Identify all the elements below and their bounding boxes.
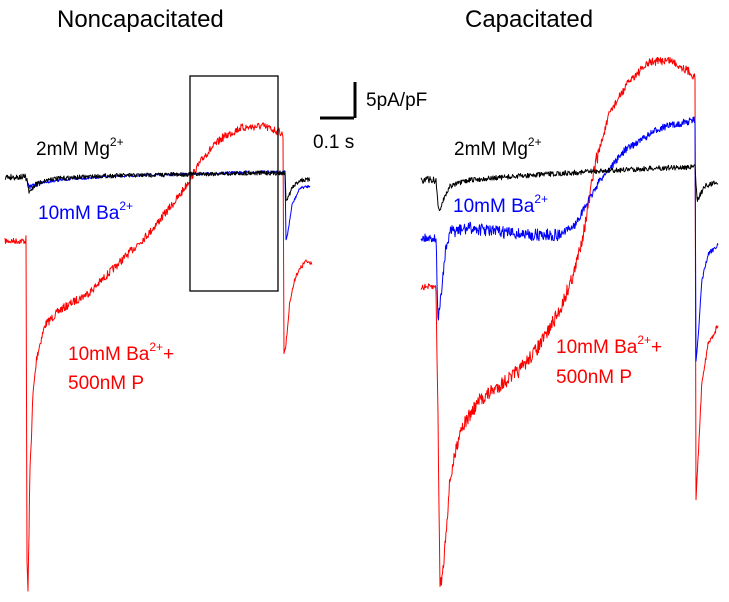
trace-left-mg bbox=[4, 170, 311, 202]
highlight-box bbox=[189, 75, 279, 292]
trace-left-bap bbox=[4, 122, 313, 592]
panel-noncapacitated bbox=[4, 122, 313, 592]
label-left-ba: 10mM Ba2+ bbox=[38, 199, 133, 224]
trace-right-mg bbox=[420, 164, 719, 212]
panel-capacitated bbox=[420, 56, 719, 588]
label-left-bap: 10mM Ba2++ bbox=[68, 340, 174, 365]
label-left-bap-line2: 500nM P bbox=[68, 373, 144, 394]
title-capacitated: Capacitated bbox=[465, 6, 593, 33]
scale-bar-time-label: 0.1 s bbox=[313, 132, 354, 153]
label-right-ba: 10mM Ba2+ bbox=[453, 192, 548, 217]
trace-right-ba bbox=[420, 116, 719, 362]
label-right-bap: 10mM Ba2++ bbox=[556, 333, 662, 358]
label-left-mg: 2mM Mg2+ bbox=[36, 135, 124, 160]
label-right-mg: 2mM Mg2+ bbox=[454, 135, 542, 160]
title-noncapacitated: Noncapacitated bbox=[57, 6, 224, 33]
scale-bar-current-label: 5pA/pF bbox=[366, 90, 427, 111]
label-right-bap-line2: 500nM P bbox=[556, 367, 632, 388]
trace-right-bap bbox=[420, 56, 719, 588]
